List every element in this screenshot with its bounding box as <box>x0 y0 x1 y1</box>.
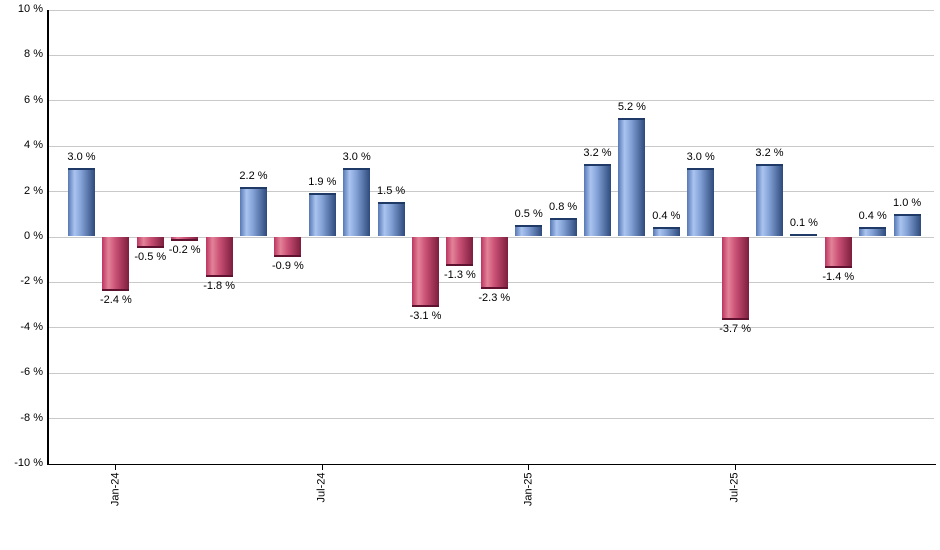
y-axis-tick-label: 4 % <box>24 139 43 152</box>
bar-Apr-24[interactable] <box>205 236 233 278</box>
bar-Jul-25[interactable] <box>721 236 749 321</box>
x-axis-tick-label: Jan-24 <box>109 472 122 506</box>
bar-Dec-24[interactable] <box>480 236 508 289</box>
bar-Oct-24[interactable] <box>412 236 439 307</box>
y-axis-tick-label: -8 % <box>20 411 43 424</box>
bar-Sep-24[interactable] <box>377 202 405 237</box>
y-axis-tick-label: 10 % <box>17 3 43 15</box>
bar-Sep-25[interactable] <box>790 234 818 237</box>
bar-Aug-24[interactable] <box>343 168 371 237</box>
gridline <box>48 327 934 329</box>
bar-value-label: 3.2 % <box>755 146 784 159</box>
bar-value-label: 0.4 % <box>652 210 681 223</box>
bar-Jan-24[interactable] <box>102 236 130 291</box>
x-axis-tick <box>321 464 323 470</box>
bar-value-label: 0.8 % <box>549 201 578 214</box>
x-axis-tick-label: Jul-24 <box>315 472 328 502</box>
bar-Nov-24[interactable] <box>446 236 474 266</box>
bar-value-label: 1.0 % <box>893 196 922 209</box>
bar-May-24[interactable] <box>240 186 267 237</box>
bar-value-label: -2.4 % <box>99 293 132 306</box>
y-axis-tick-label: 6 % <box>24 93 43 106</box>
gridline <box>48 191 934 193</box>
bar-Jun-24[interactable] <box>274 236 302 257</box>
y-axis-tick-label: -10 % <box>14 457 43 469</box>
bar-value-label: -1.8 % <box>203 280 235 293</box>
bar-May-25[interactable] <box>652 227 680 237</box>
bar-Mar-24[interactable] <box>171 236 199 242</box>
y-axis-tick-label: 2 % <box>24 184 43 197</box>
y-axis-tick-label: -2 % <box>20 275 43 288</box>
bar-value-label: 0.5 % <box>514 208 543 221</box>
bar-Jun-25[interactable] <box>687 168 715 237</box>
bar-Mar-25[interactable] <box>584 163 611 237</box>
bar-value-label: -0.2 % <box>168 244 201 257</box>
bar-Aug-25[interactable] <box>756 163 783 237</box>
y-axis-tick-label: -4 % <box>20 320 43 333</box>
bar-Feb-24[interactable] <box>136 236 164 248</box>
bar-Apr-25[interactable] <box>618 118 646 237</box>
bar-Nov-25[interactable] <box>859 227 887 237</box>
bar-value-label: -2.3 % <box>478 291 511 304</box>
bar-value-label: -3.7 % <box>719 323 751 336</box>
gridline <box>48 54 934 56</box>
bar-value-label: -0.9 % <box>271 259 304 272</box>
bar-value-label: 0.4 % <box>858 210 887 223</box>
bar-value-label: 3.2 % <box>583 146 612 159</box>
x-axis-tick-label: Jan-25 <box>522 472 535 506</box>
x-axis-line <box>47 463 936 465</box>
bar-value-label: 5.2 % <box>617 101 646 114</box>
x-axis-tick <box>528 464 530 470</box>
bar-value-label: 2.2 % <box>239 169 268 182</box>
gridline <box>48 145 934 147</box>
y-axis-tick-label: -6 % <box>20 366 43 379</box>
bar-value-label: -1.4 % <box>822 271 855 284</box>
gridline <box>48 418 934 420</box>
bar-Dec-23[interactable] <box>68 168 95 237</box>
bar-value-label: 1.5 % <box>377 185 406 198</box>
gridline <box>48 9 934 11</box>
y-axis-line <box>47 9 49 465</box>
bar-value-label: 1.9 % <box>308 176 337 189</box>
bar-value-label: -1.3 % <box>443 269 476 281</box>
gridline <box>48 100 934 102</box>
gridline <box>48 372 934 374</box>
bar-value-label: 0.1 % <box>789 217 818 230</box>
bar-value-label: -3.1 % <box>409 309 442 322</box>
y-axis-tick-label: 0 % <box>24 230 43 242</box>
bar-Dec-25[interactable] <box>893 213 921 237</box>
bar-value-label: -0.5 % <box>134 250 167 263</box>
bar-Oct-25[interactable] <box>824 236 852 269</box>
x-axis-tick <box>115 464 117 470</box>
bar-value-label: 3.0 % <box>67 151 96 164</box>
x-axis-tick-label: Jul-25 <box>728 472 741 502</box>
bar-value-label: 3.0 % <box>686 151 715 164</box>
y-axis-tick-label: 8 % <box>24 48 43 61</box>
x-axis-tick <box>734 464 736 470</box>
bar-Feb-25[interactable] <box>549 218 577 237</box>
bar-Jan-25[interactable] <box>515 225 543 237</box>
bar-value-label: 3.0 % <box>342 151 371 164</box>
bar-Jul-24[interactable] <box>308 193 336 237</box>
